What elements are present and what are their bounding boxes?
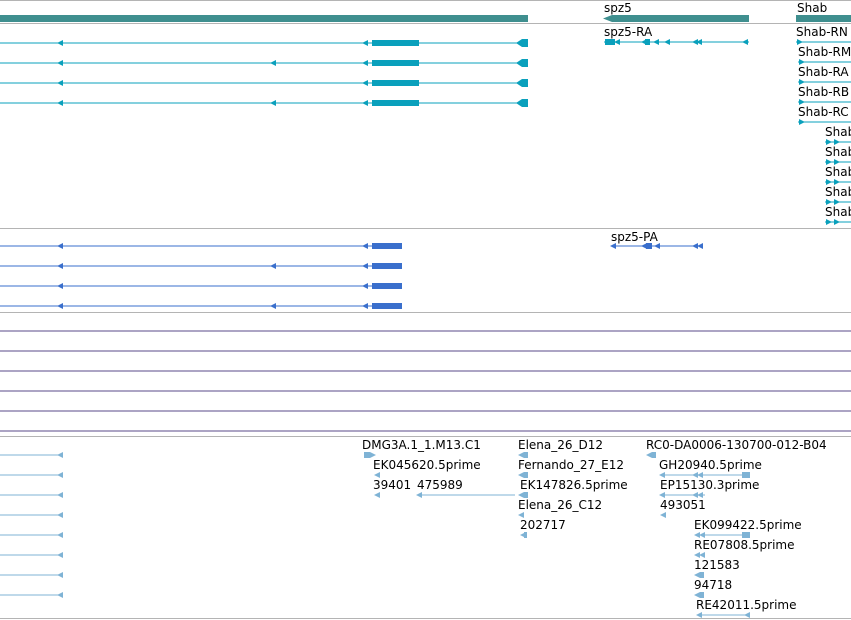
est-glyph-ek045620[interactable] xyxy=(374,472,380,478)
est-label: 121583 xyxy=(694,558,740,572)
est-label: 39401 xyxy=(373,478,412,492)
transcript-row[interactable] xyxy=(0,79,528,87)
transcript-shab-8-glyph[interactable] xyxy=(825,199,851,205)
est-row[interactable] xyxy=(0,512,63,518)
transcript-label-shab-rc: Shab-RC xyxy=(798,105,849,119)
est-row[interactable] xyxy=(0,492,63,498)
protein-spz5-pa-glyph[interactable] xyxy=(610,243,703,249)
transcript-track: spz5-RA Shab-RN Shab-RM Shab-RA Shab-RB … xyxy=(0,23,851,228)
transcript-label-shab-rn: Shab-RN xyxy=(796,25,848,39)
track-separator xyxy=(0,436,851,437)
transcript-label-shab-5: Shab xyxy=(825,125,851,139)
est-row[interactable] xyxy=(0,452,63,458)
transcript-spz5-ra[interactable] xyxy=(604,39,749,45)
est-glyph-elena-26-d12[interactable] xyxy=(518,452,528,458)
variation-track xyxy=(0,312,851,436)
transcript-shab-rc-glyph[interactable] xyxy=(798,119,851,125)
est-label: 493051 xyxy=(660,498,706,512)
protein-row[interactable] xyxy=(0,303,402,309)
transcript-shab-rn-glyph[interactable] xyxy=(796,39,851,45)
transcript-label-shab-6: Shab xyxy=(825,145,851,159)
track-separator xyxy=(0,228,851,229)
track-separator xyxy=(0,23,851,24)
transcript-shab-ra-glyph[interactable] xyxy=(798,79,851,85)
est-glyph-475989[interactable] xyxy=(416,492,515,498)
protein-track-glyphs xyxy=(0,243,703,309)
transcript-label-shab-7: Shab xyxy=(825,165,851,179)
est-glyph-re42011[interactable] xyxy=(696,612,750,618)
est-row[interactable] xyxy=(0,572,63,578)
transcript-row[interactable] xyxy=(0,59,528,67)
transcript-track-glyphs xyxy=(0,39,851,225)
transcript-label-spz5-ra: spz5-RA xyxy=(604,25,653,39)
est-glyph-rc0-da0006[interactable] xyxy=(646,452,656,458)
est-label: DMG3A.1_1.M13.C1 xyxy=(362,438,481,452)
protein-label-spz5-pa: spz5-PA xyxy=(611,230,658,244)
transcript-row[interactable] xyxy=(0,39,528,47)
est-glyph-202717[interactable] xyxy=(520,532,527,538)
est-row[interactable] xyxy=(0,472,63,478)
est-glyph-ek099422[interactable] xyxy=(694,532,750,538)
est-label: EK045620.5prime xyxy=(373,458,481,472)
transcript-label-shab-rb: Shab-RB xyxy=(798,85,850,99)
transcript-shab-rb-glyph[interactable] xyxy=(798,99,851,105)
transcript-label-shab-rm: Shab-RM xyxy=(798,45,851,59)
protein-track: spz5-PA xyxy=(0,228,851,312)
est-label: RC0-DA0006-130700-012-B04 xyxy=(646,438,827,452)
transcript-shab-rm-glyph[interactable] xyxy=(798,59,851,65)
est-label: Elena_26_D12 xyxy=(518,438,604,452)
transcript-label-shab-8: Shab xyxy=(825,185,851,199)
protein-row[interactable] xyxy=(0,243,402,249)
est-glyph-ep15130[interactable] xyxy=(659,492,705,498)
est-label: GH20940.5prime xyxy=(659,458,762,472)
est-glyph-re07808[interactable] xyxy=(694,552,705,558)
protein-row[interactable] xyxy=(0,283,402,289)
est-glyph-gh20940[interactable] xyxy=(659,472,750,478)
est-label: RE07808.5prime xyxy=(694,538,795,552)
gene-track-glyphs xyxy=(0,15,851,22)
track-separator xyxy=(0,618,851,619)
gene-label-spz5: spz5 xyxy=(604,1,632,15)
est-label: Fernando_27_E12 xyxy=(518,458,624,472)
est-row[interactable] xyxy=(0,532,63,538)
est-glyph-ek147826[interactable] xyxy=(518,492,528,498)
est-label: 202717 xyxy=(520,518,566,532)
track-separator xyxy=(0,0,851,1)
est-glyph-121583[interactable] xyxy=(694,572,704,578)
est-row[interactable] xyxy=(0,552,63,558)
est-glyph-dmg3a[interactable] xyxy=(364,452,376,458)
gene-bar-spz5[interactable] xyxy=(603,15,749,22)
variation-track-glyphs xyxy=(0,330,851,432)
gene-label-shab: Shab xyxy=(797,1,828,15)
est-glyph-94718[interactable] xyxy=(694,592,704,598)
est-label: 94718 xyxy=(694,578,733,592)
est-glyph-elena-26-c12[interactable] xyxy=(518,512,524,518)
est-glyph-39401[interactable] xyxy=(374,492,380,498)
transcript-row[interactable] xyxy=(0,99,528,107)
est-label: 475989 xyxy=(417,478,463,492)
est-label: EK147826.5prime xyxy=(520,478,628,492)
est-glyph-fernando-27-e12[interactable] xyxy=(518,472,528,478)
est-label: RE42011.5prime xyxy=(696,598,797,612)
est-row[interactable] xyxy=(0,592,63,598)
est-label: EK099422.5prime xyxy=(694,518,802,532)
transcript-label-shab-9: Shab xyxy=(825,205,851,219)
transcript-label-shab-ra: Shab-RA xyxy=(798,65,849,79)
est-track: DMG3A.1_1.M13.C1 EK045620.5prime 39401 4… xyxy=(0,436,851,618)
est-label: EP15130.3prime xyxy=(660,478,760,492)
est-glyph-493051[interactable] xyxy=(660,512,666,518)
track-separator xyxy=(0,312,851,313)
gene-bar-left[interactable] xyxy=(0,15,528,22)
gene-bar-shab[interactable] xyxy=(796,15,851,22)
gene-track: spz5 Shab xyxy=(0,0,851,28)
protein-row[interactable] xyxy=(0,263,402,269)
est-track-glyphs xyxy=(0,452,750,618)
transcript-shab-9-glyph[interactable] xyxy=(825,219,851,225)
transcript-shab-5-glyph[interactable] xyxy=(825,139,851,145)
transcript-shab-6-glyph[interactable] xyxy=(825,159,851,165)
est-label: Elena_26_C12 xyxy=(518,498,603,512)
transcript-shab-7-glyph[interactable] xyxy=(825,179,851,185)
